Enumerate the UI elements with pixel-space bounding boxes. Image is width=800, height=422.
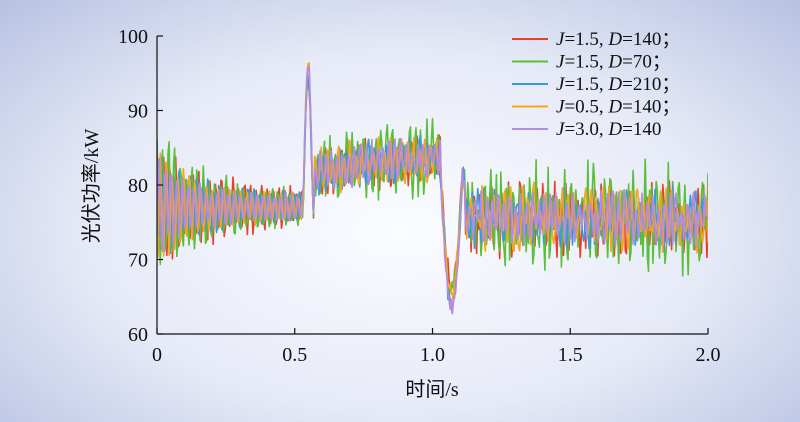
series-line-3 xyxy=(157,75,708,315)
x-tick-label: 2.0 xyxy=(696,344,721,366)
axes-layer: 0 0.5 1.0 1.5 2.0 60 70 80 90 100 xyxy=(118,26,721,366)
legend-label-1: J=1.5, D=140； xyxy=(556,29,680,50)
x-tick-label: 0 xyxy=(152,344,162,366)
y-axis-title: 光伏功率/kW xyxy=(80,129,103,244)
x-tick-label: 1.5 xyxy=(558,344,583,366)
x-tick-label: 1.0 xyxy=(420,344,445,366)
x-tick-label: 0.5 xyxy=(282,344,307,366)
legend-label-2: J=1.5, D=70； xyxy=(556,52,671,73)
series-line-5 xyxy=(157,65,708,315)
legend: J=1.5, D=140；J=1.5, D=70；J=1.5, D=210；J=… xyxy=(512,29,680,140)
y-tick-label: 100 xyxy=(118,26,148,48)
y-tick-label: 70 xyxy=(128,250,148,272)
y-tick-label: 60 xyxy=(128,324,148,346)
series-layer xyxy=(157,62,708,315)
y-tick-label: 80 xyxy=(128,175,148,197)
x-axis-title: 时间/s xyxy=(405,378,459,401)
legend-label-3: J=1.5, D=210； xyxy=(556,74,680,95)
legend-label-5: J=3.0, D=140 xyxy=(556,119,661,140)
legend-label-4: J=0.5, D=140； xyxy=(556,97,680,118)
y-tick-label: 90 xyxy=(128,101,148,123)
